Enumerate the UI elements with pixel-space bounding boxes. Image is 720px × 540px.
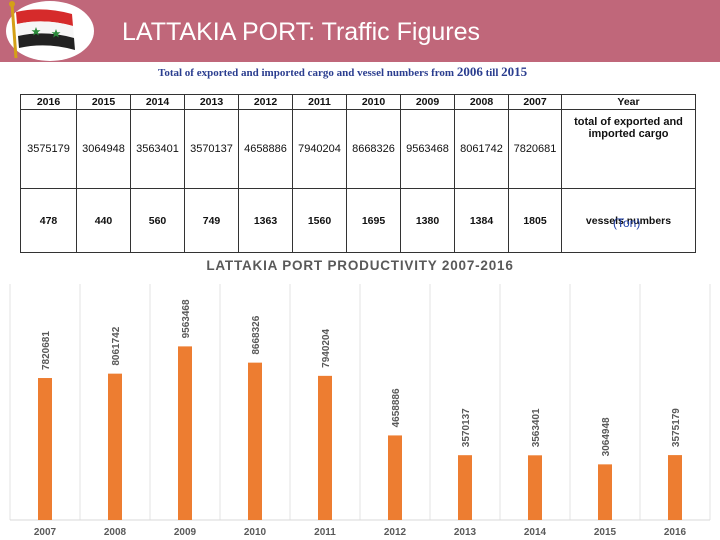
productivity-chart: LATTAKIA PORT PRODUCTIVITY 2007-2016 782… (9, 258, 711, 538)
cargo-cell: 7940204 (292, 109, 347, 189)
bar-2008 (108, 373, 122, 520)
cargo-label-cell: total of exported and imported cargo (561, 109, 696, 189)
caption-from-year: 2006 (456, 64, 483, 79)
tick-label-2009: 2009 (174, 527, 197, 538)
bar-2013 (458, 455, 472, 520)
bars (38, 346, 682, 520)
vessel-cell: 1363 (238, 188, 293, 253)
vessel-cell: 749 (184, 188, 239, 253)
title-banner: LATTAKIA PORT: Traffic Figures (0, 0, 720, 62)
syria-flag-icon (2, 0, 94, 62)
vessel-cell: 560 (130, 188, 185, 253)
tick-label-2012: 2012 (384, 527, 407, 538)
x-axis-ticks: 2007 2008 2009 2010 2011 2012 2013 2014 2015 2016 (34, 527, 687, 538)
year-cell: 2013 (184, 94, 239, 110)
data-label-2009: 9563468 (181, 299, 192, 338)
cargo-cell: 9563468 (400, 109, 455, 189)
bar-2015 (598, 464, 612, 520)
unit-label: (Ton) (613, 216, 641, 230)
year-cell: 2009 (400, 94, 455, 110)
year-cell: 2014 (130, 94, 185, 110)
cargo-cell: 8061742 (454, 109, 509, 189)
vessel-cell: 1380 (400, 188, 455, 253)
vessel-cell: 1560 (292, 188, 347, 253)
cargo-cell: 7820681 (508, 109, 562, 189)
year-label-cell: Year (561, 94, 696, 110)
table-caption: Total of exported and imported cargo and… (158, 64, 527, 80)
chart-title: LATTAKIA PORT PRODUCTIVITY 2007-2016 (206, 258, 513, 273)
data-label-2008: 8061742 (111, 326, 122, 365)
year-cell: 2011 (292, 94, 347, 110)
data-label-2016: 3575179 (671, 408, 682, 447)
tick-label-2015: 2015 (594, 527, 617, 538)
bar-2016 (668, 455, 682, 520)
data-label-2011: 7940204 (321, 328, 332, 367)
data-label-2013: 3570137 (461, 408, 472, 447)
year-cell: 2008 (454, 94, 509, 110)
vessels-row: 478 440 560 749 1363 1560 1695 1380 1384… (20, 188, 696, 253)
cargo-row: 3575179 3064948 3563401 3570137 4658886 … (20, 109, 696, 189)
data-label-2007: 7820681 (41, 331, 52, 370)
year-cell: 2015 (76, 94, 131, 110)
caption-to-year: 2015 (501, 64, 528, 79)
year-cell: 2007 (508, 94, 562, 110)
vessel-cell: 1384 (454, 188, 509, 253)
tick-label-2011: 2011 (314, 527, 336, 538)
data-label-2010: 8668326 (251, 315, 262, 354)
caption-connector: till (485, 67, 499, 79)
year-cell: 2016 (20, 94, 77, 110)
data-labels: 7820681 8061742 9563468 8668326 7940204 46588… (41, 299, 682, 456)
cargo-cell: 3570137 (184, 109, 239, 189)
year-cell: 2012 (238, 94, 293, 110)
bar-2010 (248, 362, 262, 520)
cargo-cell: 8668326 (346, 109, 401, 189)
bar-2009 (178, 346, 192, 520)
tick-label-2007: 2007 (34, 527, 57, 538)
vessels-label-cell: vessels numbers (561, 188, 696, 253)
traffic-table: 2016 2015 2014 2013 2012 2011 2010 2009 … (20, 94, 696, 253)
page-title: LATTAKIA PORT: Traffic Figures (122, 18, 480, 46)
data-label-2015: 3064948 (601, 417, 612, 456)
caption-prefix: Total of exported and imported cargo and… (158, 67, 455, 79)
data-label-2014: 3563401 (531, 408, 542, 447)
tick-label-2014: 2014 (524, 527, 547, 538)
bar-2014 (528, 455, 542, 520)
tick-label-2008: 2008 (104, 527, 127, 538)
tick-label-2010: 2010 (244, 527, 267, 538)
data-label-2012: 4658886 (391, 388, 402, 427)
year-header-row: 2016 2015 2014 2013 2012 2011 2010 2009 … (20, 94, 696, 110)
gridlines (9, 284, 711, 521)
vessel-cell: 1695 (346, 188, 401, 253)
year-cell: 2010 (346, 94, 401, 110)
vessel-cell: 440 (76, 188, 131, 253)
tick-label-2016: 2016 (664, 527, 687, 538)
cargo-cell: 3575179 (20, 109, 77, 189)
bar-2012 (388, 435, 402, 520)
vessel-cell: 478 (20, 188, 77, 253)
cargo-cell: 4658886 (238, 109, 293, 189)
bar-2011 (318, 375, 332, 520)
cargo-cell: 3563401 (130, 109, 185, 189)
tick-label-2013: 2013 (454, 527, 477, 538)
vessel-cell: 1805 (508, 188, 562, 253)
cargo-cell: 3064948 (76, 109, 131, 189)
bar-2007 (38, 378, 52, 520)
